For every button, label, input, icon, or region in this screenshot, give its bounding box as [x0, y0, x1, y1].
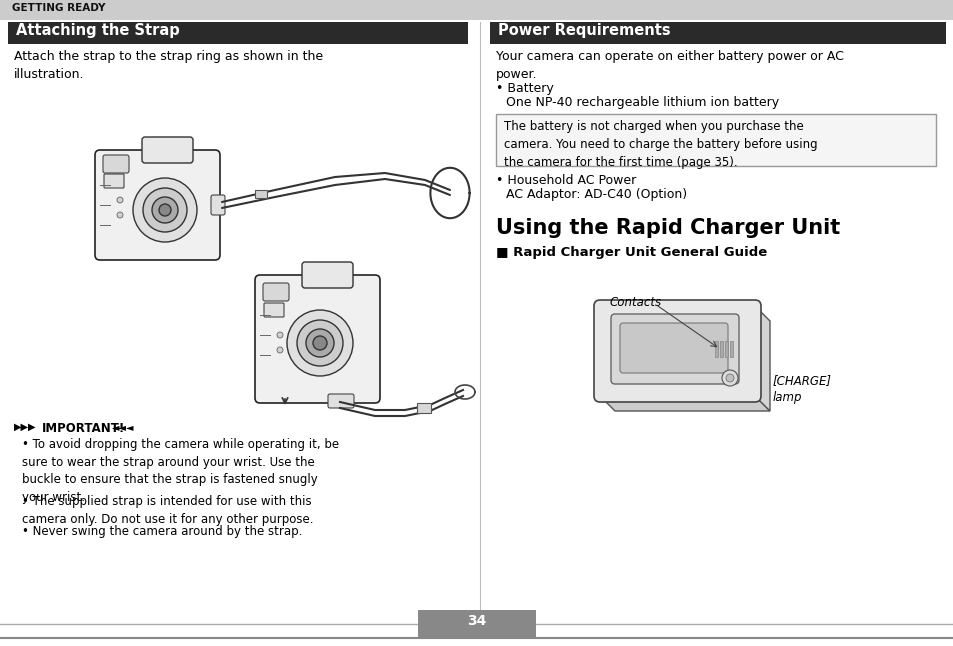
- Bar: [714, 341, 718, 357]
- Circle shape: [276, 347, 283, 353]
- Circle shape: [143, 188, 187, 232]
- Circle shape: [725, 374, 733, 382]
- Text: ▶▶▶: ▶▶▶: [14, 422, 36, 432]
- FancyBboxPatch shape: [104, 174, 124, 188]
- Bar: [729, 341, 732, 357]
- Circle shape: [276, 332, 283, 338]
- FancyBboxPatch shape: [264, 303, 284, 317]
- Text: Contacts: Contacts: [609, 296, 661, 309]
- Text: Attaching the Strap: Attaching the Strap: [16, 23, 179, 38]
- Text: • The supplied strap is intended for use with this
camera only. Do not use it fo: • The supplied strap is intended for use…: [22, 495, 314, 525]
- Text: IMPORTANT!: IMPORTANT!: [42, 422, 125, 435]
- Text: • Household AC Power: • Household AC Power: [496, 174, 636, 187]
- Bar: [724, 341, 727, 357]
- FancyBboxPatch shape: [610, 314, 739, 384]
- Circle shape: [287, 310, 353, 376]
- Text: AC Adaptor: AD-C40 (Option): AC Adaptor: AD-C40 (Option): [505, 188, 686, 201]
- Circle shape: [152, 197, 178, 223]
- Text: GETTING READY: GETTING READY: [12, 3, 106, 13]
- Bar: [720, 341, 722, 357]
- Circle shape: [117, 197, 123, 203]
- Polygon shape: [754, 306, 769, 411]
- Polygon shape: [599, 396, 769, 411]
- Text: Using the Rapid Charger Unit: Using the Rapid Charger Unit: [496, 218, 840, 238]
- Text: The battery is not charged when you purchase the
camera. You need to charge the : The battery is not charged when you purc…: [503, 120, 817, 169]
- Text: ◄◄◄: ◄◄◄: [112, 422, 134, 432]
- Text: One NP-40 rechargeable lithium ion battery: One NP-40 rechargeable lithium ion batte…: [505, 96, 779, 109]
- Text: 34: 34: [467, 614, 486, 628]
- FancyBboxPatch shape: [619, 323, 727, 373]
- Text: Attach the strap to the strap ring as shown in the
illustration.: Attach the strap to the strap ring as sh…: [14, 50, 323, 81]
- Circle shape: [117, 212, 123, 218]
- Circle shape: [159, 204, 171, 216]
- Text: • Battery: • Battery: [496, 82, 553, 95]
- Bar: [417, 610, 536, 638]
- FancyBboxPatch shape: [254, 275, 379, 403]
- Bar: [254, 190, 267, 198]
- FancyBboxPatch shape: [302, 262, 353, 288]
- Circle shape: [296, 320, 343, 366]
- FancyBboxPatch shape: [103, 155, 129, 173]
- FancyBboxPatch shape: [211, 195, 225, 215]
- Circle shape: [313, 336, 327, 350]
- FancyBboxPatch shape: [328, 394, 354, 408]
- FancyBboxPatch shape: [142, 137, 193, 163]
- Text: Power Requirements: Power Requirements: [497, 23, 670, 38]
- Circle shape: [306, 329, 334, 357]
- Text: • Never swing the camera around by the strap.: • Never swing the camera around by the s…: [22, 525, 302, 538]
- Bar: [8, 22, 468, 44]
- Bar: [0, 0, 953, 20]
- FancyBboxPatch shape: [95, 150, 220, 260]
- Text: [CHARGE]
lamp: [CHARGE] lamp: [772, 374, 831, 404]
- Bar: [496, 114, 935, 166]
- Bar: [416, 403, 431, 413]
- Text: • To avoid dropping the camera while operating it, be
sure to wear the strap aro: • To avoid dropping the camera while ope…: [22, 438, 338, 503]
- Circle shape: [132, 178, 196, 242]
- Circle shape: [721, 370, 738, 386]
- Bar: [490, 22, 945, 44]
- Text: Your camera can operate on either battery power or AC
power.: Your camera can operate on either batter…: [496, 50, 843, 81]
- Text: ■ Rapid Charger Unit General Guide: ■ Rapid Charger Unit General Guide: [496, 246, 766, 259]
- FancyBboxPatch shape: [594, 300, 760, 402]
- FancyBboxPatch shape: [263, 283, 289, 301]
